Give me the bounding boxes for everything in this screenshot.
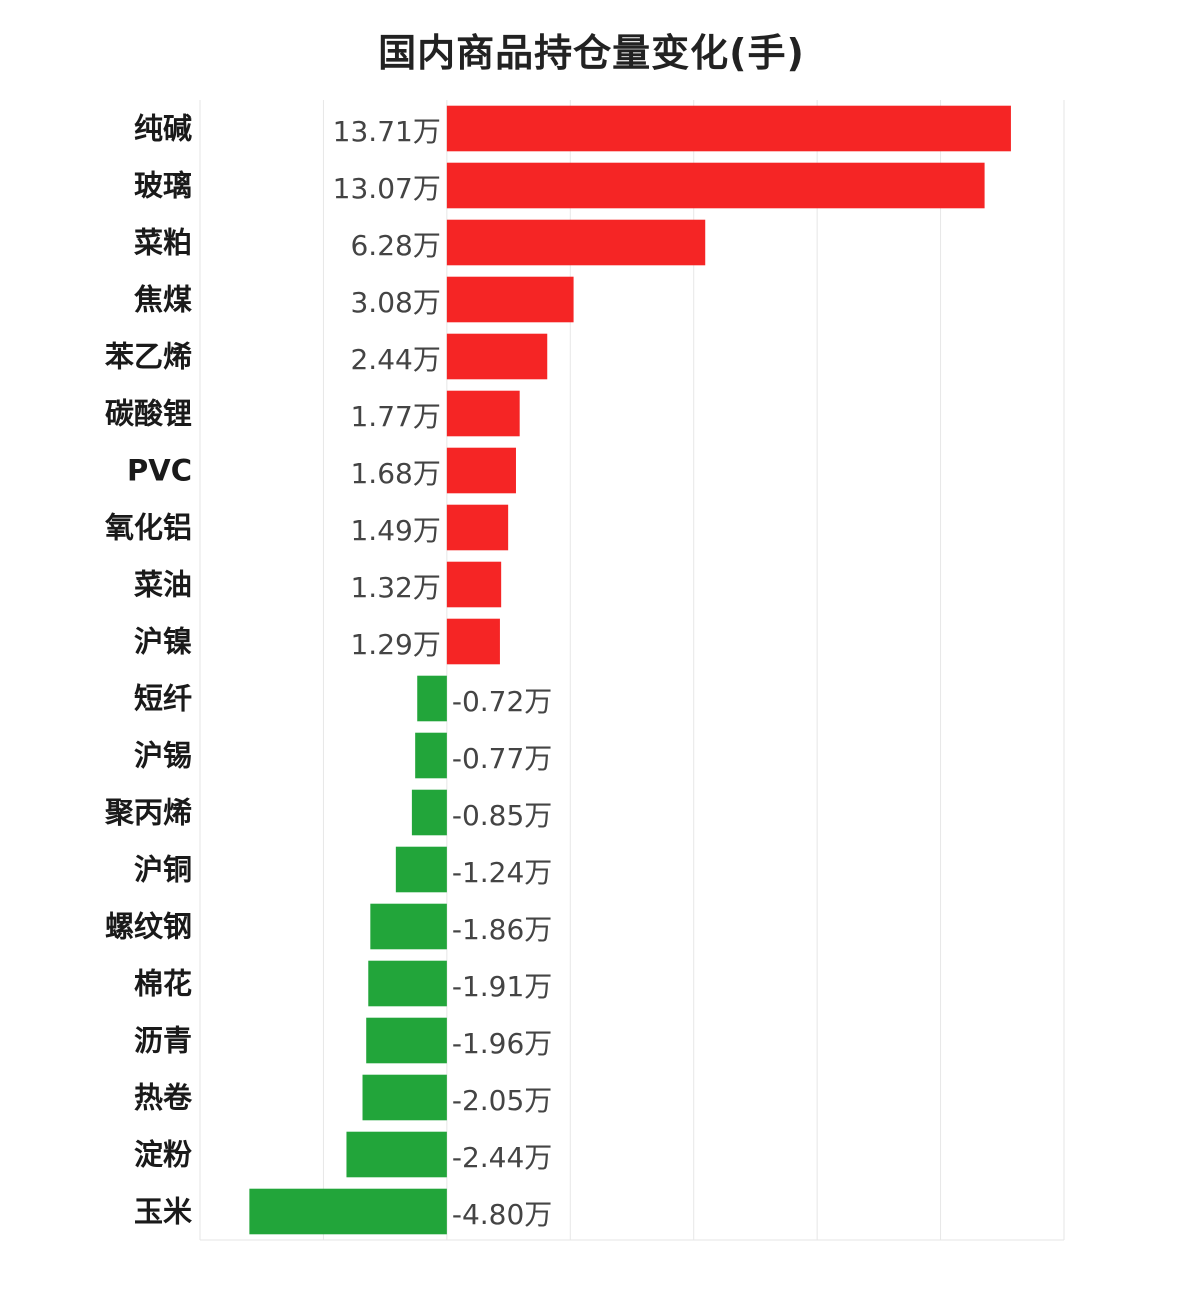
value-label: 13.07万 — [333, 172, 441, 205]
value-label: 2.44万 — [350, 343, 440, 376]
bar — [415, 732, 447, 779]
bar — [366, 1017, 447, 1064]
bar — [446, 504, 509, 551]
category-label: 苯乙烯 — [105, 340, 192, 374]
bar — [370, 903, 447, 950]
bar — [446, 447, 516, 494]
bar — [446, 105, 1011, 152]
category-label: 聚丙烯 — [104, 796, 192, 830]
bar — [411, 789, 447, 836]
value-label: -0.85万 — [452, 799, 552, 832]
bar — [346, 1131, 447, 1178]
value-label: 3.08万 — [350, 286, 440, 319]
value-label: 1.32万 — [350, 571, 440, 604]
value-label: -0.77万 — [452, 742, 552, 775]
category-label: 淀粉 — [134, 1138, 192, 1172]
bar — [446, 333, 548, 380]
category-label: 菜油 — [134, 568, 192, 602]
value-label: 1.68万 — [350, 457, 440, 490]
value-label: 13.71万 — [333, 115, 441, 148]
bar — [417, 675, 447, 722]
value-label: 1.29万 — [350, 628, 440, 661]
category-label: 热卷 — [134, 1081, 193, 1115]
value-label: 1.77万 — [350, 400, 440, 433]
category-label: 玻璃 — [134, 169, 192, 203]
value-label: -1.91万 — [452, 970, 552, 1003]
value-label: -1.24万 — [452, 856, 552, 889]
category-label: 短纤 — [134, 682, 192, 716]
value-label: -1.86万 — [452, 913, 552, 946]
bar — [446, 618, 500, 665]
bar — [249, 1188, 447, 1235]
bar — [368, 960, 447, 1007]
value-label: -1.96万 — [452, 1027, 552, 1060]
category-label: 菜粕 — [134, 226, 192, 260]
value-label: -4.80万 — [452, 1198, 552, 1231]
category-label: 沪镍 — [134, 625, 192, 659]
category-label: 沥青 — [134, 1024, 192, 1058]
bar — [446, 219, 706, 266]
bar — [446, 162, 985, 209]
value-label: -2.05万 — [452, 1084, 552, 1117]
category-label: 螺纹钢 — [105, 910, 192, 944]
value-label: 1.49万 — [350, 514, 440, 547]
bars — [249, 105, 1011, 1235]
category-label: 沪铜 — [134, 853, 192, 887]
bar — [362, 1074, 447, 1121]
bar — [395, 846, 447, 893]
category-label: PVC — [127, 454, 192, 488]
bar — [446, 276, 574, 323]
category-label: 焦煤 — [134, 283, 192, 317]
bar — [446, 390, 520, 437]
value-label: 6.28万 — [350, 229, 440, 262]
category-label: 氧化铝 — [104, 511, 192, 545]
grid-lines — [199, 100, 1065, 1241]
value-label: -2.44万 — [452, 1141, 552, 1174]
category-label: 玉米 — [134, 1195, 192, 1229]
bar — [446, 561, 502, 608]
category-label: 碳酸锂 — [105, 397, 192, 431]
category-label: 沪锡 — [134, 739, 192, 773]
chart-title: 国内商品持仓量变化(手) — [378, 31, 805, 75]
category-label: 纯碱 — [134, 112, 192, 146]
category-label: 棉花 — [134, 967, 192, 1001]
value-label: -0.72万 — [452, 685, 552, 718]
